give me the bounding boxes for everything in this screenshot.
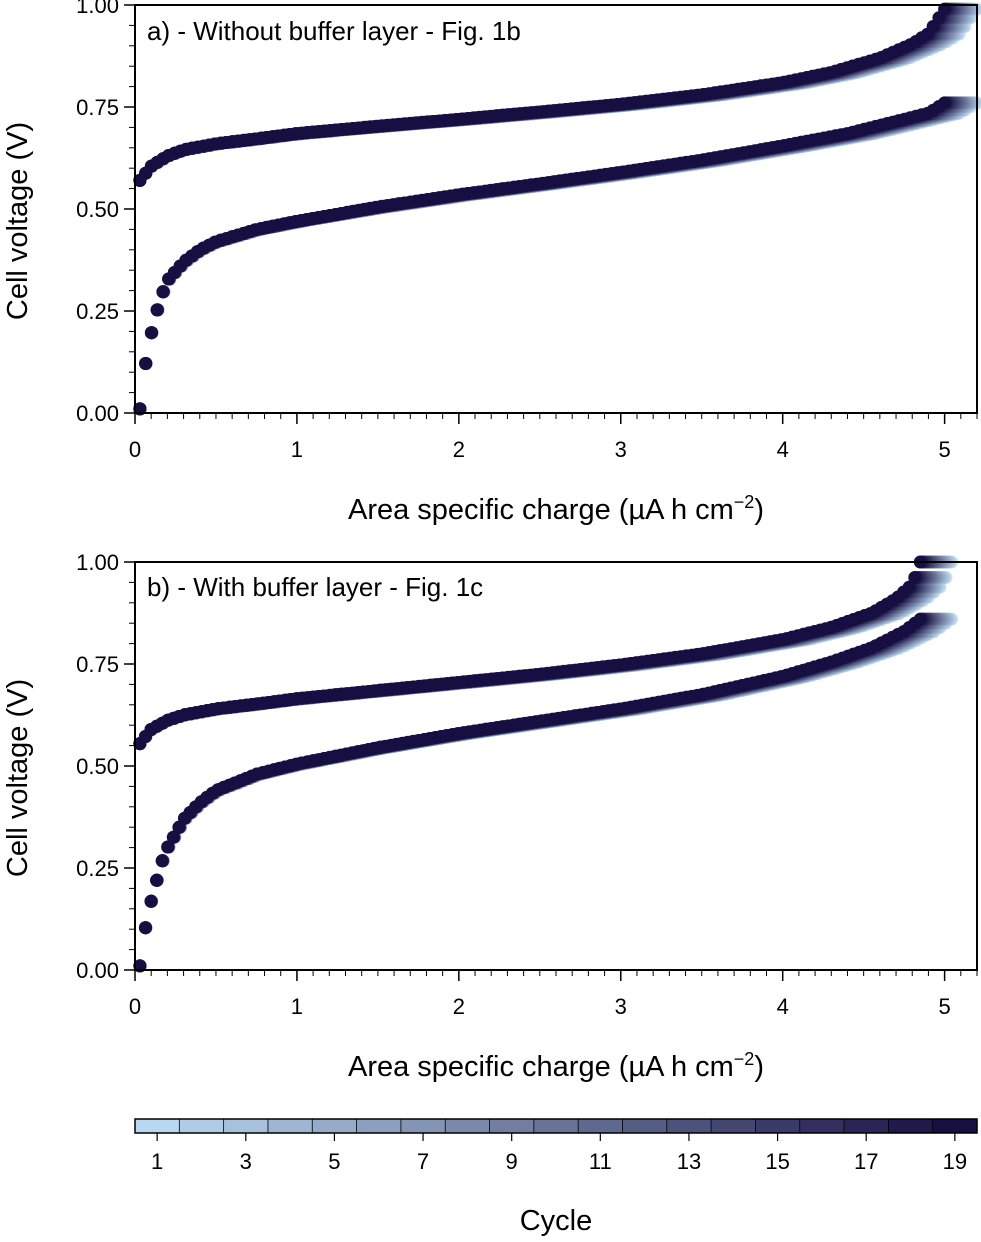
panel-a-cycle-18-markers <box>133 2 953 416</box>
panel-a-cycle-15-markers <box>133 2 959 416</box>
panel-a-cycle-17-markers <box>133 2 955 416</box>
panel-a: 0 1 2 3 4 50.000.250.500.751.00 a) - Without … <box>2 0 981 526</box>
panel-a-plot-area <box>133 2 981 416</box>
panel-a-cycle-14-markers <box>133 2 961 416</box>
panel-a-cycle-16-markers <box>133 2 957 416</box>
